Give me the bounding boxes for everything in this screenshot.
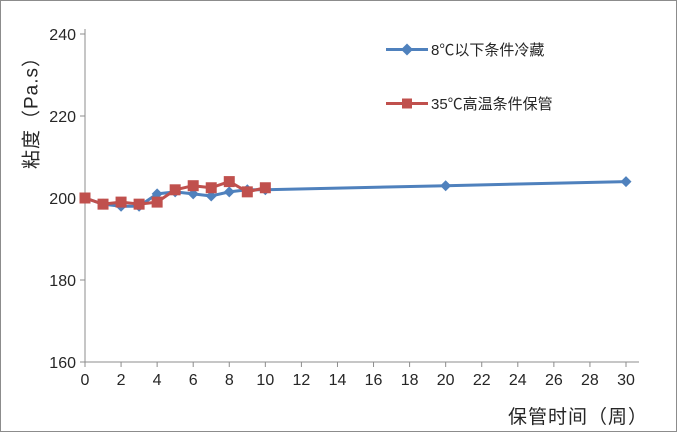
- x-tick-label: 16: [365, 372, 383, 389]
- x-tick-label: 4: [153, 372, 162, 389]
- legend-item-refrigerated: 8℃以下条件冷藏: [386, 39, 553, 60]
- series-marker-diamond: [223, 186, 235, 198]
- legend-label-refrigerated: 8℃以下条件冷藏: [431, 42, 545, 59]
- x-tick-label: 0: [81, 372, 90, 389]
- series-marker-diamond: [440, 180, 452, 192]
- series-marker-square: [205, 182, 217, 194]
- y-tick-label: 220: [49, 109, 76, 126]
- series-marker-square: [79, 192, 91, 204]
- square-marker-icon: [386, 98, 428, 109]
- series-marker-square: [223, 176, 235, 188]
- series-marker-square: [133, 198, 145, 210]
- x-tick-label: 28: [581, 372, 599, 389]
- x-tick-label: 30: [617, 372, 635, 389]
- series-marker-square: [169, 184, 181, 196]
- x-tick-label: 10: [256, 372, 274, 389]
- series-marker-square: [115, 196, 127, 208]
- x-tick-label: 18: [401, 372, 419, 389]
- y-tick-label: 180: [49, 273, 76, 290]
- y-tick-label: 240: [49, 27, 76, 44]
- x-tick-label: 14: [329, 372, 347, 389]
- legend-item-high-temp: 35℃高温条件保管: [386, 93, 553, 114]
- diamond-marker-icon: [386, 43, 428, 56]
- x-tick-label: 24: [509, 372, 527, 389]
- x-tick-label: 2: [117, 372, 126, 389]
- legend: 8℃以下条件冷藏 35℃高温条件保管: [386, 39, 553, 114]
- series-marker-square: [241, 186, 253, 198]
- y-axis-title: 粘度（Pa.s）: [21, 46, 43, 170]
- x-tick-label: 8: [225, 372, 234, 389]
- series-marker-diamond: [620, 176, 632, 188]
- series-marker-square: [151, 196, 163, 208]
- series-marker-square: [259, 182, 271, 194]
- x-tick-label: 26: [545, 372, 563, 389]
- y-tick-label: 200: [49, 191, 76, 208]
- legend-label-high-temp: 35℃高温条件保管: [431, 96, 553, 113]
- x-tick-label: 20: [437, 372, 455, 389]
- series-line-0: [83, 180, 628, 208]
- x-tick-label: 22: [473, 372, 491, 389]
- series-marker-square: [97, 198, 109, 210]
- x-axis-title: 保管时间（周）: [508, 407, 649, 428]
- x-tick-label: 6: [189, 372, 198, 389]
- y-tick-label: 160: [49, 355, 76, 372]
- series-marker-square: [187, 180, 199, 192]
- x-tick-label: 12: [293, 372, 311, 389]
